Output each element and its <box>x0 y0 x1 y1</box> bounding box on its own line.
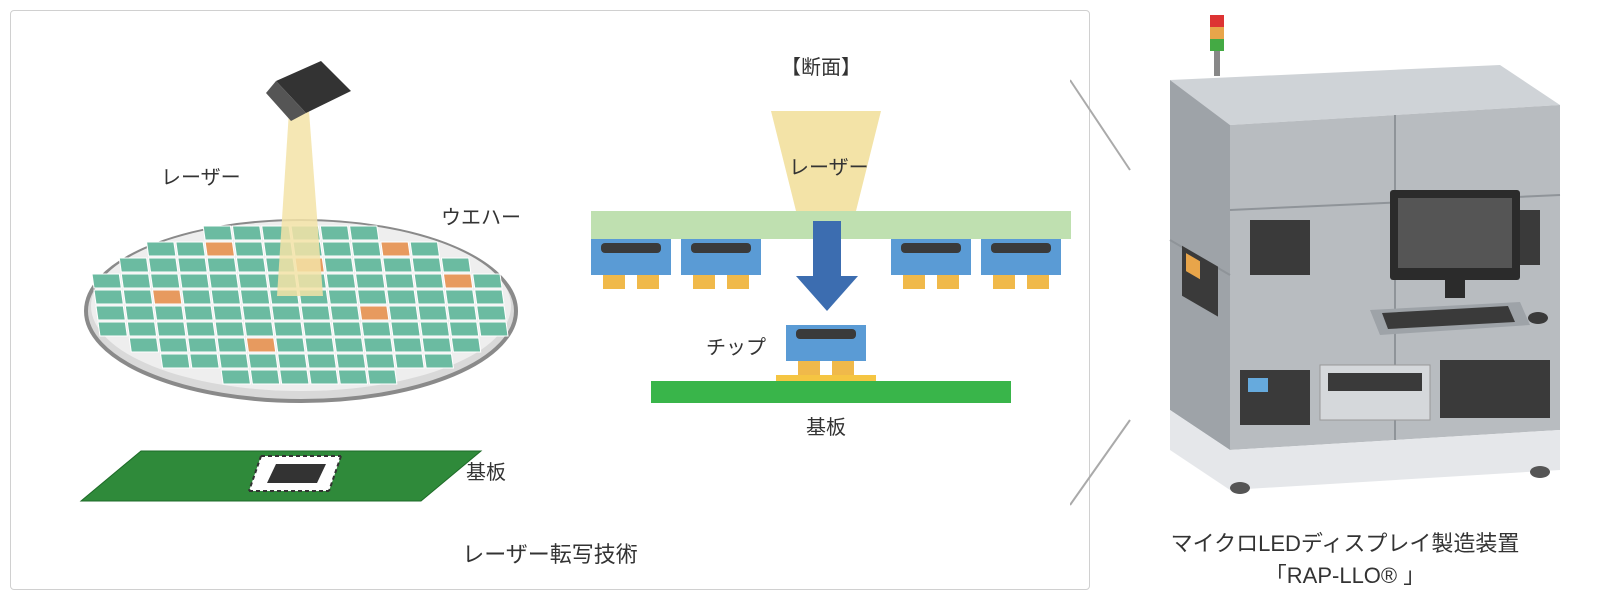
substrate-label-b: 基板 <box>806 411 846 440</box>
chip-top-1 <box>591 239 671 289</box>
substrate-bar <box>651 381 1011 403</box>
mouse <box>1528 312 1548 324</box>
wafer-label: ウエハー <box>441 201 521 230</box>
chip-top-4 <box>981 239 1061 289</box>
laser-label-b: レーザー <box>789 151 869 180</box>
landing-pad <box>776 375 876 381</box>
light-green <box>1210 39 1224 51</box>
laser-wafer-svg <box>51 51 571 511</box>
chip-dropped <box>786 325 866 375</box>
tech-diagram-panel: レーザー ウエハー 基板 【断面】 <box>10 10 1090 590</box>
chip-top-3 <box>891 239 971 289</box>
laser-label: レーザー <box>161 161 241 190</box>
chip-on-substrate <box>249 456 341 491</box>
rap-llo-machine <box>1120 10 1580 510</box>
right-caption-line2: 「RAP-LLO® 」 <box>1090 558 1600 590</box>
lower-panel-3 <box>1440 360 1550 418</box>
right-caption-line1: マイクロLEDディスプレイ製造装置 <box>1090 526 1600 558</box>
right-caption: マイクロLEDディスプレイ製造装置 「RAP-LLO® 」 <box>1090 526 1600 590</box>
chip-top-2 <box>681 239 761 289</box>
front-port-1 <box>1250 220 1310 275</box>
machine-panel: マイクロLEDディスプレイ製造装置 「RAP-LLO® 」 <box>1090 0 1600 608</box>
light-amber <box>1210 27 1224 39</box>
laser-transfer-3d-diagram: レーザー ウエハー 基板 <box>51 51 571 511</box>
cross-section-diagram: 【断面】 レーザー <box>591 81 1071 461</box>
light-red <box>1210 15 1224 27</box>
laser-beam <box>277 111 323 296</box>
substrate-label-a: 基板 <box>466 456 506 485</box>
left-caption: レーザー転写技術 <box>11 537 1089 569</box>
light-pole <box>1214 51 1220 76</box>
machine-svg <box>1120 10 1580 510</box>
chip-label: チップ <box>706 331 766 360</box>
cross-section-heading: 【断面】 <box>781 51 861 80</box>
